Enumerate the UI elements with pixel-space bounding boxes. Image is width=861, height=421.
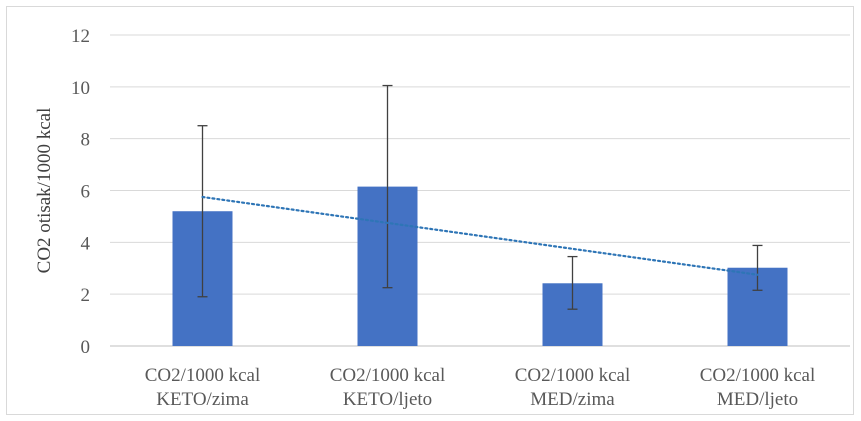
x-tick-label-3: CO2/1000 kcal MED/zima [515,365,631,410]
x-tick-label-2-line-1: CO2/1000 kcal [330,365,446,386]
x-tick-label-4: CO2/1000 kcal MED/ljeto [700,365,816,410]
x-tick-label-3-line-2: MED/zima [530,389,615,410]
y-tick-label-8: 8 [81,130,91,151]
error-bar-1 [197,125,208,298]
y-tick-label-0: 0 [81,337,91,358]
x-tick-label-1-line-2: KETO/zima [156,389,249,410]
chart-frame [6,6,854,415]
trendline [201,195,759,276]
error-bar-3 [567,255,578,310]
y-tick-label-6: 6 [81,182,91,203]
x-tick-label-3-line-1: CO2/1000 kcal [515,365,631,386]
x-tick-label-4-line-1: CO2/1000 kcal [700,365,816,386]
error-bar-2 [382,84,393,289]
x-tick-label-1-line-1: CO2/1000 kcal [145,365,261,386]
error-bars [197,84,763,310]
x-tick-label-2: CO2/1000 kcal KETO/ljeto [330,365,446,410]
y-tick-label-4: 4 [81,233,91,254]
y-tick-label-10: 10 [71,78,90,99]
y-tick-label-2: 2 [81,285,91,306]
x-tick-label-2-line-2: KETO/ljeto [343,389,432,410]
y-axis-title: CO2 otisak/1000 kcal [34,108,55,274]
trendline-layer [201,195,759,276]
y-tick-label-12: 12 [71,26,90,47]
y-tick-labels: 0 2 4 6 8 10 12 [71,26,91,358]
gridlines [110,34,850,347]
x-tick-label-1: CO2/1000 kcal KETO/zima [145,365,261,410]
error-bar-4 [752,244,763,291]
x-tick-labels: CO2/1000 kcal KETO/zima CO2/1000 kcal KETO/… [145,365,816,410]
x-tick-label-4-line-2: MED/ljeto [717,389,798,410]
